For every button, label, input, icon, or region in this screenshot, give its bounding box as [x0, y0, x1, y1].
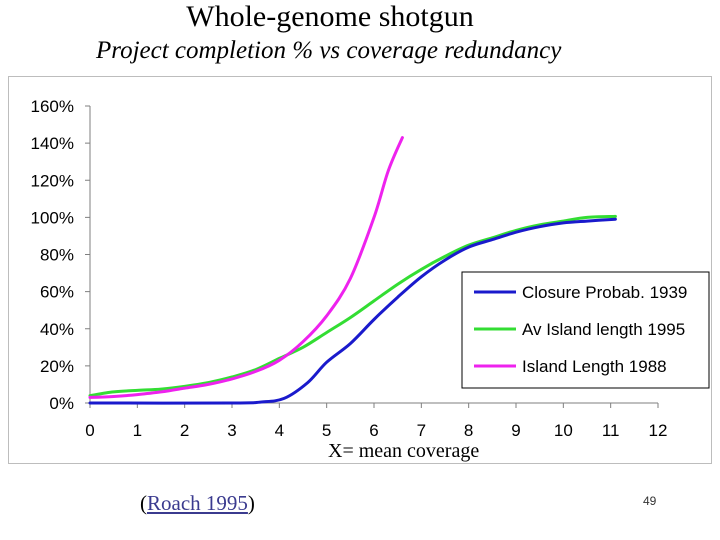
x-tick-label: 12: [649, 421, 668, 440]
page-number: 49: [643, 494, 657, 508]
x-tick-label: 11: [602, 421, 620, 440]
chart-frame: [8, 76, 712, 464]
x-tick-label: 4: [275, 421, 284, 440]
y-tick-label: 40%: [40, 320, 74, 339]
y-tick-label: 160%: [31, 97, 74, 116]
legend-label: Av Island length 1995: [522, 320, 685, 339]
x-tick-label: 0: [85, 421, 94, 440]
y-tick-label: 0%: [49, 394, 74, 413]
citation-close: ): [247, 491, 255, 515]
axes: 0%20%40%60%80%100%120%140%160%0 1 2 3 4 5 6 7 8 9…: [31, 97, 668, 440]
slide-subtitle: Project completion % vs coverage redunda…: [96, 37, 562, 64]
series-line-1: [88, 217, 617, 405]
x-tick-label: 2: [180, 421, 189, 440]
y-tick-label: 120%: [31, 171, 74, 190]
y-tick-label: 60%: [40, 283, 74, 302]
x-tick-label: 9: [511, 421, 520, 440]
y-tick-label: 20%: [40, 357, 74, 376]
citation-link[interactable]: Roach 1995: [147, 491, 248, 515]
x-tick-label: 10: [554, 421, 573, 440]
x-tick-label: 3: [227, 421, 236, 440]
x-tick-label: 7: [417, 421, 426, 440]
x-tick-label: 6: [369, 421, 378, 440]
series-line-3: [88, 136, 404, 399]
y-tick-label: 140%: [31, 134, 74, 153]
series-line-2: [88, 214, 617, 398]
x-tick-label: 5: [322, 421, 331, 440]
slide-title: Whole-genome shotgun: [186, 0, 474, 33]
x-tick-label: 8: [464, 421, 473, 440]
x-tick-label: 1: [133, 421, 142, 440]
legend: Closure Probab. 1939 Av Island length 199…: [461, 271, 710, 389]
legend-label: Island Length 1988: [522, 357, 667, 376]
citation: (Roach 1995): [140, 490, 255, 516]
y-tick-label: 80%: [40, 246, 74, 265]
y-tick-label: 100%: [31, 208, 74, 227]
legend-label: Closure Probab. 1939: [522, 283, 687, 302]
x-axis-label: X= mean coverage: [326, 439, 482, 463]
citation-open: (: [140, 491, 147, 515]
series-lines: [88, 136, 617, 405]
